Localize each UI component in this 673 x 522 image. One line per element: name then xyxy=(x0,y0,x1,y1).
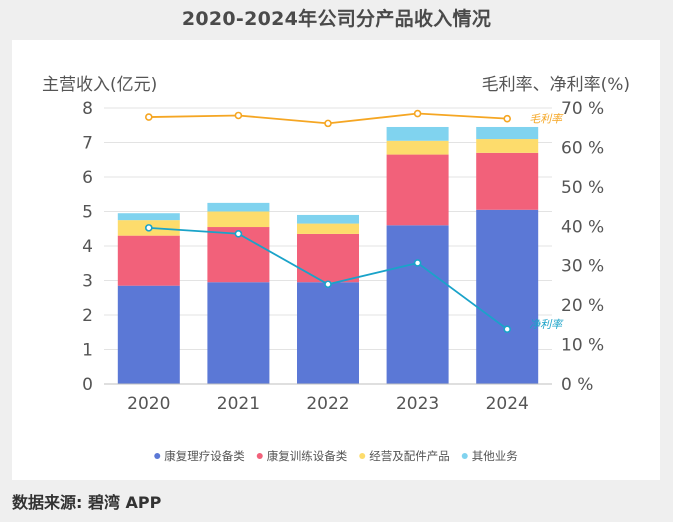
y-left-tick-label: 3 xyxy=(82,272,93,292)
y-right-tick-label: 50 % xyxy=(561,178,604,198)
bar-segment xyxy=(386,225,449,384)
line-point xyxy=(145,224,153,232)
line-point xyxy=(503,325,512,333)
y-left-tick-label: 6 xyxy=(82,168,93,188)
y-right-tick-label: 60 % xyxy=(561,138,604,158)
y-left-tick-label: 1 xyxy=(82,341,93,361)
line-point xyxy=(234,111,243,120)
y-left-tick-label: 7 xyxy=(82,134,93,154)
line-series-label: 毛利率 xyxy=(529,113,564,126)
bar-segment xyxy=(207,282,270,384)
bar-segment xyxy=(117,235,180,286)
x-tick-label: 2023 xyxy=(396,394,439,414)
line-point xyxy=(324,119,332,128)
bar-segment xyxy=(386,140,449,155)
bar-segment xyxy=(476,152,539,210)
x-tick-label: 2021 xyxy=(217,394,260,414)
legend-marker xyxy=(461,453,468,459)
line-point xyxy=(234,229,243,238)
y-right-tick-label: 30 % xyxy=(561,257,604,277)
legend-label: 康复训练设备类 xyxy=(267,449,348,463)
y-right-tick-label: 0 % xyxy=(561,375,593,395)
bar-segment xyxy=(297,282,359,384)
bar-segment xyxy=(297,223,359,234)
y-left-tick-label: 5 xyxy=(82,203,93,223)
line-series-label: 净利率 xyxy=(529,318,564,331)
bar-segment xyxy=(386,126,449,141)
bar-segment xyxy=(476,139,539,153)
data-source-note: 数据来源: 碧湾 APP xyxy=(12,493,162,512)
axis-layer: 0 1 2 3 4 5 6 7 8 0 % 10 % 20 % 30 % 40 % 50 % 60 % 70 %… xyxy=(82,99,604,414)
bar-segment xyxy=(117,213,180,221)
legend: 康复理疗设备类 康复训练设备类 经营及配件产品 其他业务 xyxy=(154,449,518,463)
bar-layer xyxy=(117,126,539,384)
bar-segment xyxy=(117,285,180,384)
line-point xyxy=(145,113,153,121)
y-left-axis-title: 主营收入(亿元) xyxy=(42,75,157,95)
y-left-tick-label: 8 xyxy=(82,99,93,119)
chart-panel: 毛利率净利率 0 1 2 3 4 5 6 7 8 0 % 10 % 20 % 30 % 40 % 50 % 6… xyxy=(12,40,660,480)
legend-marker xyxy=(256,453,263,459)
bar-segment xyxy=(476,209,539,384)
y-right-axis-title: 毛利率、净利率(%) xyxy=(482,75,630,95)
legend-label: 经营及配件产品 xyxy=(369,449,450,463)
legend-label: 其他业务 xyxy=(472,449,518,463)
x-tick-label: 2022 xyxy=(306,394,349,414)
y-right-tick-label: 40 % xyxy=(561,217,604,237)
line-point xyxy=(413,259,422,267)
bar-segment xyxy=(476,126,539,140)
x-tick-label: 2024 xyxy=(486,394,529,414)
bar-segment xyxy=(386,154,449,226)
bar-segment xyxy=(297,233,359,283)
y-left-tick-label: 4 xyxy=(82,237,93,257)
y-left-tick-label: 0 xyxy=(82,375,93,395)
chart-title: 2020-2024年公司分产品收入情况 xyxy=(181,8,492,30)
legend-marker xyxy=(154,453,161,459)
bar-segment xyxy=(297,214,359,224)
legend-marker xyxy=(359,453,366,459)
y-right-tick-label: 70 % xyxy=(561,99,604,119)
legend-label: 康复理疗设备类 xyxy=(164,449,245,463)
line-point xyxy=(324,280,332,289)
line-point xyxy=(503,114,512,123)
y-right-tick-label: 10 % xyxy=(561,336,604,356)
bar-segment xyxy=(207,211,270,228)
x-tick-label: 2020 xyxy=(127,394,170,414)
line-point xyxy=(413,109,422,118)
bar-segment xyxy=(207,202,270,212)
y-left-tick-label: 2 xyxy=(82,306,93,326)
y-right-tick-label: 20 % xyxy=(561,296,604,316)
